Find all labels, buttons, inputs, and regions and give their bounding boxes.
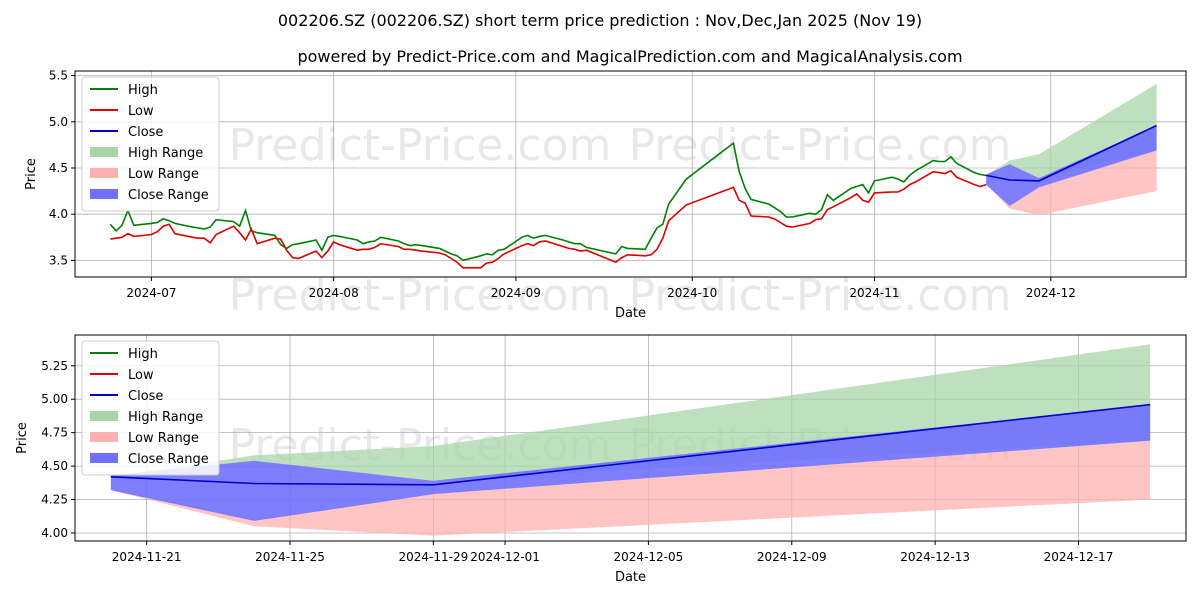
y-tick-label: 5.0	[49, 115, 68, 129]
x-tick-label: 2024-11-21	[112, 550, 182, 564]
x-axis-label: Date	[615, 306, 646, 321]
legend-low-label: Low	[128, 104, 154, 119]
low-range-area	[110, 440, 1151, 536]
y-tick-label: 4.0	[49, 207, 68, 221]
x-tick-label: 2024-12-01	[470, 550, 540, 564]
x-tick-label: 2024-12-13	[900, 550, 970, 564]
legend-high-range-swatch	[90, 147, 118, 157]
x-tick-label: 2024-12	[1026, 286, 1076, 300]
legend-low-range-label: Low Range	[128, 431, 199, 446]
y-tick-label: 5.00	[41, 392, 68, 406]
legend-close-range-label: Close Range	[128, 188, 209, 203]
legend-low-range-swatch	[90, 168, 118, 178]
plot-frame	[74, 70, 1187, 278]
legend-high-label: High	[128, 347, 158, 362]
x-tick-label: 2024-11-29	[399, 550, 469, 564]
x-tick-label: 2024-12-17	[1044, 550, 1114, 564]
close-series-line	[110, 403, 1151, 486]
grid-lines	[75, 71, 1186, 277]
x-tick-label: 2024-11	[849, 286, 899, 300]
legend-close-label: Close	[128, 389, 163, 404]
legend: High Low Close High Range Low Range Close Ran…	[81, 340, 220, 476]
x-tick-label: 2024-12-05	[614, 550, 684, 564]
low-series-line	[110, 169, 987, 269]
legend-close-range-swatch	[90, 453, 118, 463]
bottom-chart-panel: Predict-Price.comPredict-Price.com2024-1…	[15, 334, 1187, 585]
chart-title: 002206.SZ (002206.SZ) short term price p…	[278, 11, 922, 30]
legend-low-range-label: Low Range	[128, 167, 199, 182]
legend-close-range-swatch	[90, 189, 118, 199]
legend-low-label: Low	[128, 368, 154, 383]
y-tick-label: 4.5	[49, 161, 68, 175]
x-tick-label: 2024-07	[126, 286, 176, 300]
x-axis-label: Date	[615, 570, 646, 585]
legend: High Low Close High Range Low Range Close Ran…	[81, 76, 220, 212]
x-tick-label: 2024-12-09	[757, 550, 827, 564]
watermark-text: Predict-Price.com	[629, 120, 1012, 171]
close-series-line	[985, 124, 1157, 182]
y-axis-label: Price	[15, 422, 30, 454]
watermark-text: Predict-Price.com	[229, 120, 612, 171]
watermark-text: Predict-Price.com	[229, 270, 612, 321]
chart-subtitle: powered by Predict-Price.com and Magical…	[297, 47, 962, 66]
x-tick-label: 2024-10	[667, 286, 717, 300]
y-tick-label: 5.5	[49, 69, 68, 83]
legend-high-range-label: High Range	[128, 146, 203, 161]
x-tick-label: 2024-11-25	[255, 550, 325, 564]
legend-close-label: Close	[128, 125, 163, 140]
y-tick-label: 4.50	[41, 459, 68, 473]
y-tick-label: 3.5	[49, 253, 68, 267]
y-tick-label: 4.25	[41, 493, 68, 507]
legend-high-range-swatch	[90, 411, 118, 421]
top-chart-panel: Predict-Price.com Predict-Price.com Predic…	[24, 69, 1187, 321]
legend-high-label: High	[128, 83, 158, 98]
x-tick-label: 2024-09	[491, 286, 541, 300]
y-tick-label: 4.00	[41, 526, 68, 540]
y-tick-label: 4.75	[41, 426, 68, 440]
legend-close-range-label: Close Range	[128, 452, 209, 467]
legend-low-range-swatch	[90, 432, 118, 442]
y-tick-label: 5.25	[41, 359, 68, 373]
x-tick-label: 2024-08	[309, 286, 359, 300]
legend-high-range-label: High Range	[128, 410, 203, 425]
y-axis-label: Price	[24, 158, 39, 190]
low-range-area	[986, 150, 1157, 216]
high-series-line	[109, 141, 987, 262]
plot-frame	[74, 334, 1187, 542]
